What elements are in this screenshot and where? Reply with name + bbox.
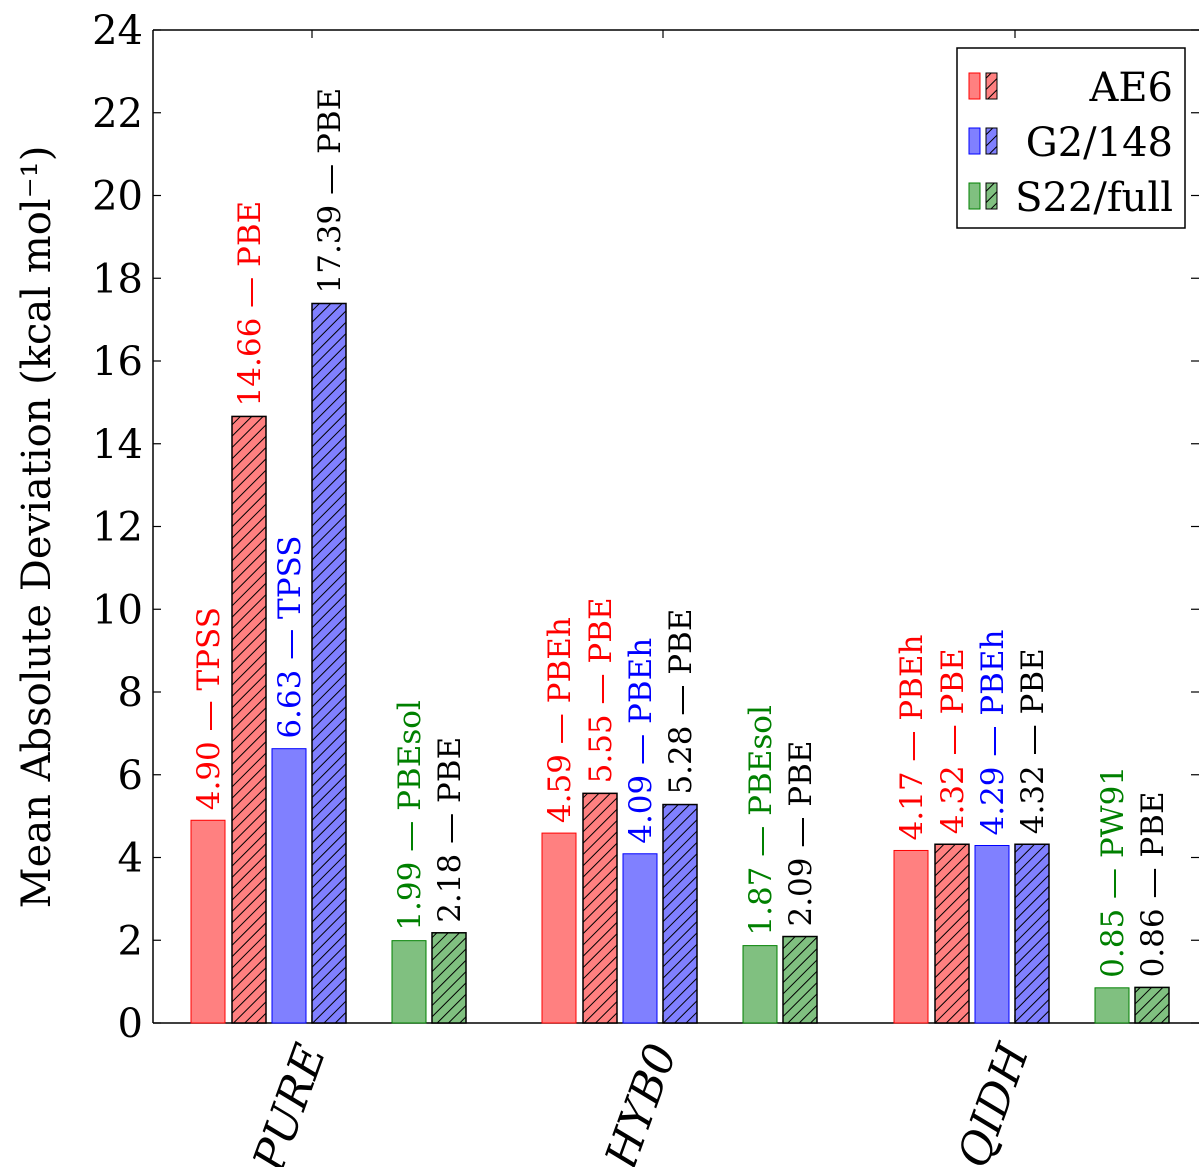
y-tick-label: 18 [92, 256, 143, 302]
bar-hatch [1134, 986, 1170, 1024]
legend-label: S22/full [1015, 175, 1173, 221]
bar-value-label: 4.09 — PBEh [623, 638, 659, 844]
y-tick-label: 4 [118, 836, 143, 882]
bar-value-label: 4.29 — PBEh [975, 630, 1011, 836]
y-tick-label: 22 [92, 91, 143, 137]
y-tick-label: 12 [92, 505, 143, 551]
bar-hatch [431, 932, 467, 1024]
bar [1094, 987, 1130, 1024]
bar-value-label: 4.17 — PBEh [894, 634, 930, 840]
x-category-label: PURE [243, 1037, 336, 1167]
bars [190, 302, 1170, 1024]
y-tick-label: 24 [92, 8, 143, 54]
legend: AE6 G2/148 S22/full [956, 47, 1186, 229]
y-tick-label: 10 [92, 587, 143, 633]
bar-hatch [662, 803, 698, 1024]
y-axis-title: Mean Absolute Deviation (kcal mol⁻¹) [14, 146, 60, 909]
bar-labels: 4.90 — TPSS 14.66 — PBE 6.63 — TPSS 17.39 —… [191, 88, 1171, 978]
bar [541, 832, 577, 1024]
bar-value-label: 1.99 — PBEsol [392, 700, 428, 931]
y-tick-label: 6 [118, 753, 143, 799]
bar [391, 940, 427, 1024]
bar-value-label: 2.18 — PBE [432, 737, 468, 923]
bar-value-label: 4.32 — PBE [935, 648, 971, 834]
bar-hatch [782, 935, 818, 1024]
legend-swatch [968, 127, 981, 155]
y-tick-label: 16 [92, 339, 143, 385]
x-category-label: QIDH [948, 1036, 1040, 1167]
bar-hatch [311, 302, 347, 1024]
bar-value-label: 4.59 — PBEh [542, 617, 578, 823]
bar-value-label: 5.28 — PBE [663, 609, 699, 795]
legend-swatch-hatch [985, 72, 998, 100]
legend-swatch [968, 72, 981, 100]
y-tick-label: 14 [92, 422, 143, 468]
y-tick-label: 2 [118, 918, 143, 964]
bar-value-label: 4.90 — TPSS [191, 607, 227, 810]
bar [742, 945, 778, 1024]
y-tick-label: 20 [92, 174, 143, 220]
bar [893, 849, 929, 1024]
bar-value-label: 5.55 — PBE [583, 597, 619, 783]
bar [622, 853, 658, 1024]
bar-value-label: 14.66 — PBE [232, 201, 268, 407]
bar-value-label: 17.39 — PBE [312, 88, 348, 294]
bar-value-label: 0.85 — PW91 [1095, 766, 1131, 978]
x-category-label: HYB0 [595, 1037, 687, 1167]
bar-value-label: 4.32 — PBE [1015, 648, 1051, 834]
bar [190, 819, 226, 1024]
legend-label: AE6 [1088, 65, 1173, 111]
legend-label: G2/148 [1026, 120, 1173, 166]
bar-hatch [231, 415, 267, 1024]
bar-value-label: 2.09 — PBE [783, 741, 819, 927]
legend-swatch-hatch [985, 127, 998, 155]
bar-hatch [582, 792, 618, 1024]
y-tick-label: 0 [118, 1001, 143, 1047]
legend-swatch-hatch [985, 182, 998, 210]
bar-value-label: 1.87 — PBEsol [743, 705, 779, 936]
bar-value-label: 6.63 — TPSS [272, 535, 308, 738]
bar [271, 748, 307, 1024]
bar [974, 845, 1010, 1024]
bar-hatch [934, 843, 970, 1024]
bar-value-label: 0.86 — PBE [1135, 791, 1171, 977]
legend-swatch [968, 182, 981, 210]
bar-hatch [1014, 843, 1050, 1024]
y-tick-label: 8 [118, 670, 143, 716]
